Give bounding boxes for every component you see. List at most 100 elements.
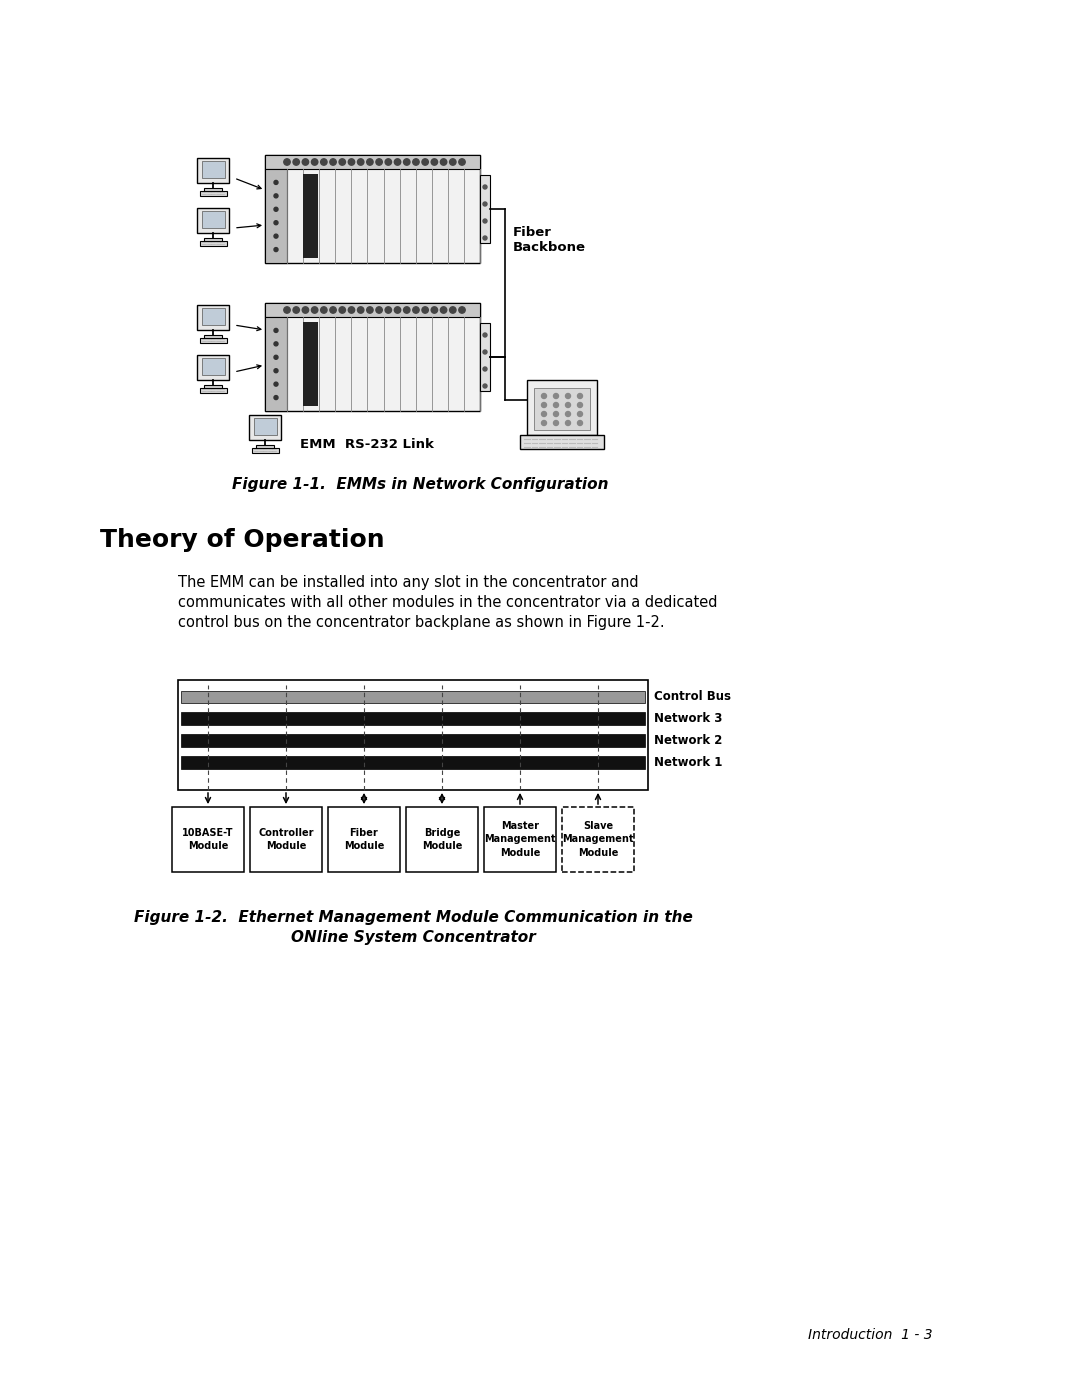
Bar: [252, 448, 279, 453]
Circle shape: [459, 307, 465, 313]
Text: control bus on the concentrator backplane as shown in Figure 1-2.: control bus on the concentrator backplan…: [178, 615, 664, 630]
Bar: [328, 807, 400, 872]
Circle shape: [274, 221, 278, 225]
Circle shape: [339, 307, 346, 313]
Circle shape: [483, 203, 487, 205]
Circle shape: [302, 307, 309, 313]
Text: Figure 1-2.  Ethernet Management Module Communication in the: Figure 1-2. Ethernet Management Module C…: [134, 909, 692, 925]
Circle shape: [459, 159, 465, 165]
Circle shape: [311, 159, 318, 165]
Circle shape: [321, 307, 327, 313]
Circle shape: [404, 159, 410, 165]
Text: Introduction  1 - 3: Introduction 1 - 3: [808, 1329, 932, 1343]
Circle shape: [554, 402, 558, 408]
Bar: [197, 208, 229, 233]
Circle shape: [274, 395, 278, 400]
Circle shape: [483, 351, 487, 353]
Circle shape: [274, 180, 278, 184]
Circle shape: [284, 307, 291, 313]
Circle shape: [554, 420, 558, 426]
Circle shape: [483, 384, 487, 388]
Circle shape: [348, 307, 354, 313]
Bar: [303, 175, 319, 258]
Bar: [204, 189, 222, 193]
Circle shape: [413, 307, 419, 313]
Bar: [204, 386, 222, 390]
Bar: [254, 418, 276, 434]
Bar: [181, 756, 645, 768]
Circle shape: [302, 159, 309, 165]
Text: communicates with all other modules in the concentrator via a dedicated: communicates with all other modules in t…: [178, 595, 717, 610]
Circle shape: [441, 307, 447, 313]
Text: The EMM can be installed into any slot in the concentrator and: The EMM can be installed into any slot i…: [178, 576, 638, 590]
Bar: [265, 303, 480, 317]
Circle shape: [413, 159, 419, 165]
Bar: [527, 380, 597, 434]
Bar: [265, 169, 287, 263]
Circle shape: [274, 355, 278, 359]
Circle shape: [554, 412, 558, 416]
Circle shape: [404, 307, 410, 313]
Circle shape: [274, 194, 278, 198]
Circle shape: [348, 159, 354, 165]
Bar: [172, 807, 244, 872]
Bar: [200, 240, 227, 246]
Bar: [181, 692, 645, 703]
Text: Master
Management
Module: Master Management Module: [484, 821, 556, 858]
Circle shape: [321, 159, 327, 165]
Circle shape: [566, 402, 570, 408]
Bar: [197, 158, 229, 183]
Text: Network 2: Network 2: [654, 733, 723, 746]
Circle shape: [566, 420, 570, 426]
Circle shape: [274, 383, 278, 386]
Circle shape: [284, 159, 291, 165]
Bar: [519, 434, 604, 448]
Circle shape: [441, 159, 447, 165]
Bar: [178, 680, 648, 789]
Circle shape: [541, 402, 546, 408]
Text: Figure 1-1.  EMMs in Network Configuration: Figure 1-1. EMMs in Network Configuratio…: [232, 478, 608, 493]
Circle shape: [578, 412, 582, 416]
Circle shape: [541, 420, 546, 426]
Circle shape: [422, 159, 429, 165]
Bar: [200, 388, 227, 393]
Circle shape: [566, 412, 570, 416]
Circle shape: [367, 307, 373, 313]
Circle shape: [554, 394, 558, 398]
Circle shape: [483, 219, 487, 224]
Bar: [197, 305, 229, 330]
Circle shape: [274, 247, 278, 251]
Circle shape: [483, 367, 487, 372]
Text: Controller
Module: Controller Module: [258, 828, 314, 851]
Circle shape: [578, 394, 582, 398]
Bar: [249, 415, 281, 440]
Circle shape: [274, 207, 278, 211]
Circle shape: [367, 159, 373, 165]
Bar: [265, 155, 480, 263]
Circle shape: [376, 159, 382, 165]
Circle shape: [578, 402, 582, 408]
Circle shape: [483, 184, 487, 189]
Bar: [200, 191, 227, 196]
Circle shape: [293, 159, 299, 165]
Bar: [202, 161, 225, 177]
Circle shape: [339, 159, 346, 165]
Bar: [484, 807, 556, 872]
Circle shape: [394, 307, 401, 313]
Bar: [202, 211, 225, 228]
Text: Bridge
Module: Bridge Module: [422, 828, 462, 851]
Bar: [202, 358, 225, 374]
Text: Fiber
Module: Fiber Module: [343, 828, 384, 851]
Text: Network 1: Network 1: [654, 756, 723, 768]
Bar: [303, 321, 319, 407]
Text: Slave
Management
Module: Slave Management Module: [563, 821, 634, 858]
Bar: [265, 303, 480, 411]
Circle shape: [293, 307, 299, 313]
Bar: [197, 355, 229, 380]
Bar: [181, 711, 645, 725]
Bar: [249, 807, 322, 872]
Circle shape: [274, 328, 278, 332]
Bar: [256, 446, 274, 450]
Circle shape: [357, 159, 364, 165]
Text: EMM  RS-232 Link: EMM RS-232 Link: [300, 439, 434, 451]
